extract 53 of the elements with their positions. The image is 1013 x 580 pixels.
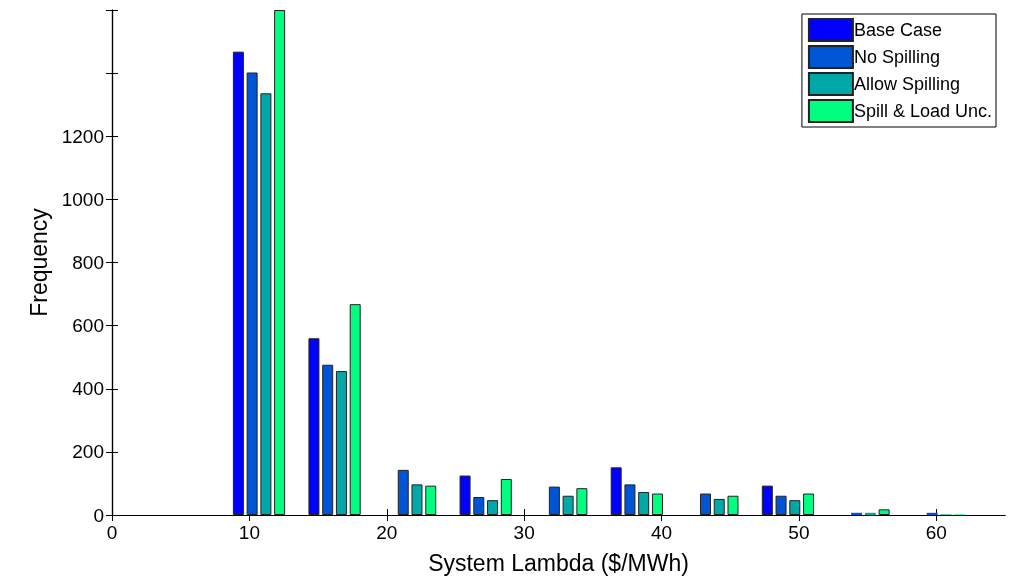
y-tick-label: 400 — [72, 378, 104, 400]
y-axis-title: Frequency — [25, 207, 52, 317]
y-tick-label: 1200 — [61, 125, 104, 147]
bar — [232, 51, 244, 515]
y-tick-label: 1000 — [61, 188, 104, 210]
bar — [308, 338, 320, 515]
bar — [274, 10, 286, 515]
bar — [260, 93, 272, 515]
bar — [713, 498, 725, 515]
bar — [335, 371, 347, 515]
y-tick-label: 200 — [72, 441, 104, 463]
bar — [624, 484, 636, 515]
bar — [803, 493, 815, 515]
bar — [425, 485, 437, 515]
bar — [651, 493, 663, 515]
legend-label: Base Case — [853, 20, 942, 40]
bar — [548, 486, 560, 515]
bar — [926, 512, 938, 515]
bar — [411, 484, 423, 515]
y-tick-label: 800 — [72, 252, 104, 273]
bar — [562, 495, 574, 515]
bar — [851, 512, 863, 515]
x-tick-label: 0 — [106, 522, 118, 543]
bar — [322, 364, 334, 515]
legend-label: Allow Spilling — [853, 74, 960, 94]
bar — [397, 469, 409, 515]
x-tick-label: 50 — [788, 522, 810, 543]
x-tick-label: 60 — [925, 522, 947, 543]
bar — [349, 304, 361, 515]
bar — [700, 493, 711, 515]
bar — [727, 495, 739, 515]
x-tick-label: 30 — [513, 522, 535, 543]
bar — [246, 72, 258, 515]
x-tick-label: 40 — [650, 522, 673, 543]
x-axis-title: System Lambda ($/MWh) — [428, 549, 689, 576]
bar — [789, 500, 801, 515]
bar — [864, 512, 876, 515]
bar — [487, 500, 499, 515]
bar — [576, 488, 588, 515]
bar — [459, 475, 471, 515]
legend-label: No Spilling — [853, 47, 940, 67]
bar — [775, 495, 787, 515]
bar — [761, 485, 773, 515]
legend-label: Spill & Load Unc. — [853, 101, 992, 121]
x-tick-label: 10 — [238, 522, 260, 543]
y-tick-label: 0 — [93, 504, 104, 526]
y-tick-label: 600 — [72, 315, 104, 337]
bar — [473, 497, 485, 515]
bar — [500, 479, 512, 515]
bar — [610, 467, 622, 515]
bar — [878, 509, 890, 515]
x-tick-label: 20 — [376, 522, 398, 543]
bar — [638, 491, 650, 515]
